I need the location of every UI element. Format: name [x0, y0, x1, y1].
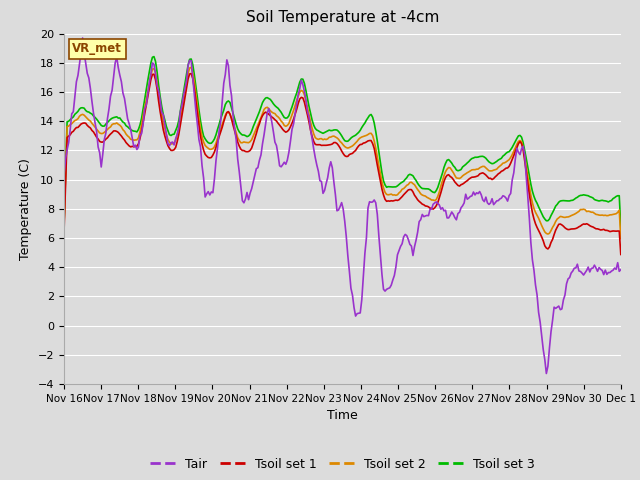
- Tsoil set 2: [60, 224, 68, 229]
- Tsoil set 3: [617, 225, 625, 230]
- Tsoil set 2: [617, 236, 625, 241]
- Text: VR_met: VR_met: [72, 42, 122, 55]
- X-axis label: Time: Time: [327, 409, 358, 422]
- Tsoil set 2: [246, 139, 254, 144]
- Tair: [79, 35, 86, 41]
- Line: Tsoil set 1: Tsoil set 1: [64, 73, 621, 254]
- Tsoil set 3: [228, 105, 236, 111]
- Tsoil set 1: [305, 120, 313, 125]
- Title: Soil Temperature at -4cm: Soil Temperature at -4cm: [246, 11, 439, 25]
- Tsoil set 3: [150, 54, 158, 60]
- Tsoil set 1: [246, 147, 254, 153]
- Y-axis label: Temperature (C): Temperature (C): [19, 158, 32, 260]
- Tair: [60, 172, 68, 178]
- Tsoil set 1: [588, 224, 595, 229]
- Tair: [255, 157, 263, 163]
- Tair: [305, 114, 313, 120]
- Tsoil set 2: [188, 64, 195, 70]
- Tsoil set 1: [60, 229, 68, 235]
- Tsoil set 1: [188, 71, 195, 76]
- Line: Tsoil set 2: Tsoil set 2: [64, 67, 621, 239]
- Tsoil set 3: [129, 128, 136, 133]
- Line: Tair: Tair: [64, 38, 621, 373]
- Tsoil set 3: [255, 109, 263, 115]
- Tair: [228, 93, 236, 98]
- Tsoil set 1: [228, 116, 236, 122]
- Tair: [543, 371, 550, 376]
- Tsoil set 3: [60, 222, 68, 228]
- Tair: [246, 190, 254, 196]
- Tair: [130, 144, 138, 150]
- Line: Tsoil set 3: Tsoil set 3: [64, 57, 621, 228]
- Tsoil set 3: [305, 104, 313, 109]
- Tsoil set 1: [617, 252, 625, 257]
- Tsoil set 2: [305, 112, 313, 118]
- Tsoil set 2: [228, 115, 236, 121]
- Tsoil set 1: [255, 121, 263, 127]
- Tsoil set 2: [255, 119, 263, 124]
- Tair: [589, 265, 596, 271]
- Tsoil set 1: [129, 144, 136, 149]
- Tsoil set 3: [246, 132, 254, 137]
- Legend: Tair, Tsoil set 1, Tsoil set 2, Tsoil set 3: Tair, Tsoil set 1, Tsoil set 2, Tsoil se…: [145, 453, 540, 476]
- Tair: [617, 267, 625, 273]
- Tsoil set 3: [588, 194, 595, 200]
- Tsoil set 2: [129, 137, 136, 143]
- Tsoil set 2: [588, 209, 595, 215]
